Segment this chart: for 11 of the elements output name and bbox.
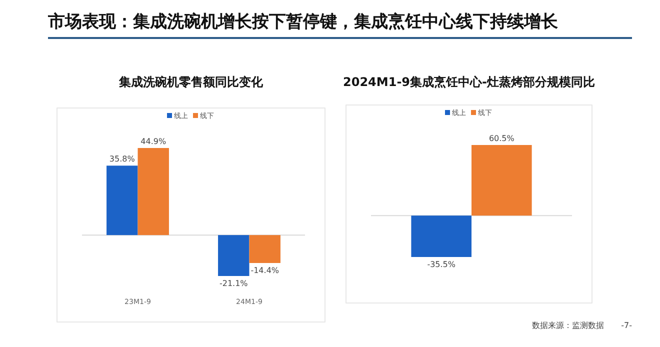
chart-title: 2024M1-9集成烹饪中心-灶蒸烤部分规模同比 bbox=[343, 75, 595, 89]
data-label: -21.1% bbox=[219, 279, 248, 288]
text: 市场表现：集成洗碗机增长按下暂停键，集成烹饪中心线下持续增长 bbox=[47, 12, 559, 32]
data-label: -14.4% bbox=[250, 266, 280, 276]
data-label: 35.8% bbox=[109, 154, 136, 164]
chart-title: 集成洗碗机零售额同比变化 bbox=[118, 75, 264, 89]
data-label: 44.9% bbox=[140, 137, 166, 146]
text: -7- bbox=[621, 321, 632, 330]
data-label: 60.5% bbox=[488, 134, 515, 143]
data-label: -35.5% bbox=[427, 260, 456, 269]
source-note: 数据来源：监测数据 bbox=[532, 321, 604, 330]
